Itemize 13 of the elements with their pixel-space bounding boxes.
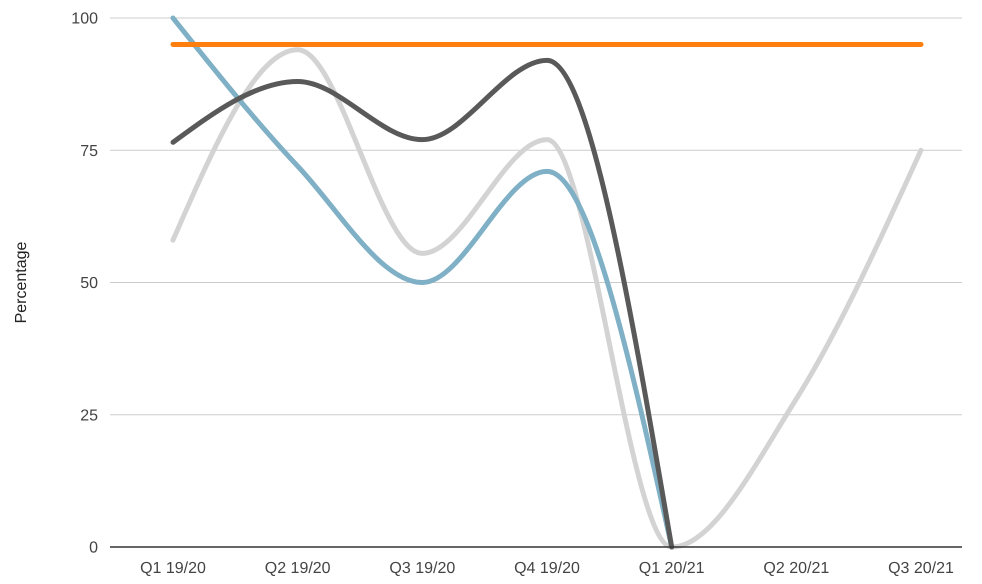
y-tick-label: 75	[80, 142, 98, 160]
x-tick-label: Q4 19/20	[514, 560, 580, 577]
y-tick-label: 50	[80, 275, 98, 292]
x-tick-label: Q3 20/21	[888, 560, 954, 577]
x-tick-label: Q3 19/20	[389, 560, 456, 577]
x-tick-label: Q1 20/21	[638, 560, 705, 577]
y-tick-label: 0	[89, 540, 98, 557]
y-tick-label: 100	[71, 10, 98, 28]
x-tick-label: Q2 20/21	[763, 560, 830, 577]
y-tick-label: 25	[80, 407, 98, 424]
x-tick-label: Q2 19/20	[264, 560, 331, 577]
y-axis-title: Percentage	[13, 241, 30, 324]
x-tick-label: Q1 19/20	[140, 560, 206, 577]
